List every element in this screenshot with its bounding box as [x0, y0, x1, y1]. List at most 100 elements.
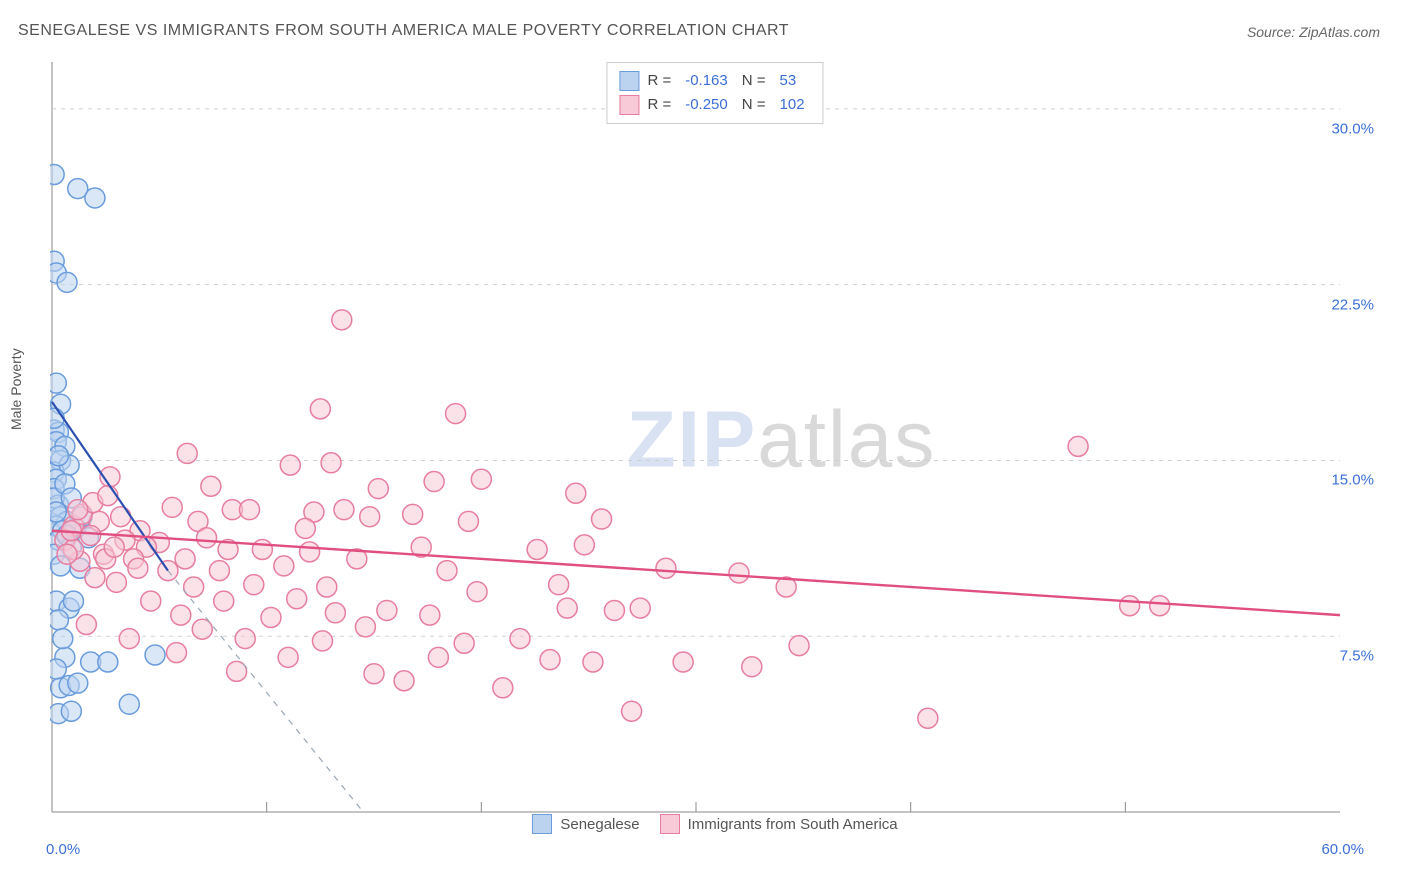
scatter-point: [300, 542, 320, 562]
scatter-point: [239, 500, 259, 520]
scatter-point: [458, 511, 478, 531]
scatter-point: [252, 540, 272, 560]
scatter-point: [630, 598, 650, 618]
scatter-point: [85, 568, 105, 588]
scatter-point: [527, 540, 547, 560]
scatter-point: [355, 617, 375, 637]
scatter-point: [214, 591, 234, 611]
scatter-point: [50, 446, 68, 466]
series-legend: Senegalese Immigrants from South America: [50, 814, 1380, 834]
scatter-point: [510, 629, 530, 649]
scatter-point: [310, 399, 330, 419]
scatter-point: [57, 272, 77, 292]
scatter-point: [235, 629, 255, 649]
legend-swatch: [660, 814, 680, 834]
n-label: N =: [742, 69, 766, 93]
scatter-point: [566, 483, 586, 503]
scatter-point: [68, 673, 88, 693]
y-tick-label: 7.5%: [1340, 648, 1374, 665]
legend-swatch: [532, 814, 552, 834]
scatter-point: [574, 535, 594, 555]
scatter-point: [50, 165, 64, 185]
scatter-point: [729, 563, 749, 583]
scatter-point: [50, 659, 66, 679]
scatter-point: [332, 310, 352, 330]
y-tick-label: 15.0%: [1331, 472, 1374, 489]
n-label: N =: [742, 93, 766, 117]
trend-line: [52, 531, 1340, 615]
scatter-point: [61, 701, 81, 721]
chart-container: SENEGALESE VS IMMIGRANTS FROM SOUTH AMER…: [0, 0, 1406, 892]
series-swatch: [619, 71, 639, 91]
legend-label: Senegalese: [560, 816, 639, 833]
scatter-point: [98, 486, 118, 506]
scatter-point: [420, 605, 440, 625]
scatter-point: [424, 472, 444, 492]
y-tick-label: 22.5%: [1331, 296, 1374, 313]
r-label: R =: [647, 93, 671, 117]
n-value: 53: [774, 69, 803, 93]
r-label: R =: [647, 69, 671, 93]
scatter-point: [471, 469, 491, 489]
scatter-point: [394, 671, 414, 691]
x-axis-max-label: 60.0%: [1321, 841, 1364, 858]
legend-item: Senegalese: [532, 814, 639, 834]
scatter-point: [85, 188, 105, 208]
scatter-point: [325, 603, 345, 623]
scatter-point: [119, 629, 139, 649]
scatter-point: [583, 652, 603, 672]
scatter-point: [789, 636, 809, 656]
scatter-point: [98, 652, 118, 672]
scatter-point: [467, 582, 487, 602]
scatter-point: [119, 694, 139, 714]
n-value: 102: [774, 93, 811, 117]
scatter-point: [1120, 596, 1140, 616]
scatter-svg: [50, 60, 1380, 830]
scatter-point: [57, 544, 77, 564]
scatter-point: [106, 572, 126, 592]
scatter-point: [81, 525, 101, 545]
scatter-point: [287, 589, 307, 609]
r-value: -0.163: [679, 69, 734, 93]
correlation-row: R = -0.250 N = 102: [619, 93, 810, 117]
scatter-point: [540, 650, 560, 670]
scatter-point: [656, 558, 676, 578]
scatter-point: [209, 561, 229, 581]
scatter-point: [197, 528, 217, 548]
scatter-point: [334, 500, 354, 520]
scatter-point: [50, 373, 66, 393]
source-attribution: Source: ZipAtlas.com: [1247, 24, 1380, 40]
scatter-point: [261, 607, 281, 627]
scatter-point: [274, 556, 294, 576]
scatter-point: [557, 598, 577, 618]
scatter-point: [549, 575, 569, 595]
scatter-point: [493, 678, 513, 698]
scatter-point: [104, 537, 124, 557]
scatter-point: [76, 615, 96, 635]
scatter-point: [63, 591, 83, 611]
scatter-point: [742, 657, 762, 677]
scatter-point: [244, 575, 264, 595]
scatter-point: [162, 497, 182, 517]
scatter-point: [312, 631, 332, 651]
scatter-point: [141, 591, 161, 611]
scatter-point: [1068, 436, 1088, 456]
plot-area: ZIPatlas R =-0.163N =53R =-0.250N =102 7…: [50, 60, 1380, 830]
scatter-point: [454, 633, 474, 653]
legend-item: Immigrants from South America: [660, 814, 898, 834]
chart-title: SENEGALESE VS IMMIGRANTS FROM SOUTH AMER…: [18, 22, 789, 40]
scatter-point: [175, 549, 195, 569]
scatter-point: [192, 619, 212, 639]
scatter-point: [592, 509, 612, 529]
scatter-point: [201, 476, 221, 496]
scatter-point: [278, 647, 298, 667]
scatter-point: [171, 605, 191, 625]
scatter-point: [403, 504, 423, 524]
legend-label: Immigrants from South America: [688, 816, 898, 833]
r-value: -0.250: [679, 93, 734, 117]
scatter-point: [360, 507, 380, 527]
scatter-point: [280, 455, 300, 475]
scatter-point: [368, 479, 388, 499]
y-tick-label: 30.0%: [1331, 120, 1374, 137]
scatter-point: [317, 577, 337, 597]
